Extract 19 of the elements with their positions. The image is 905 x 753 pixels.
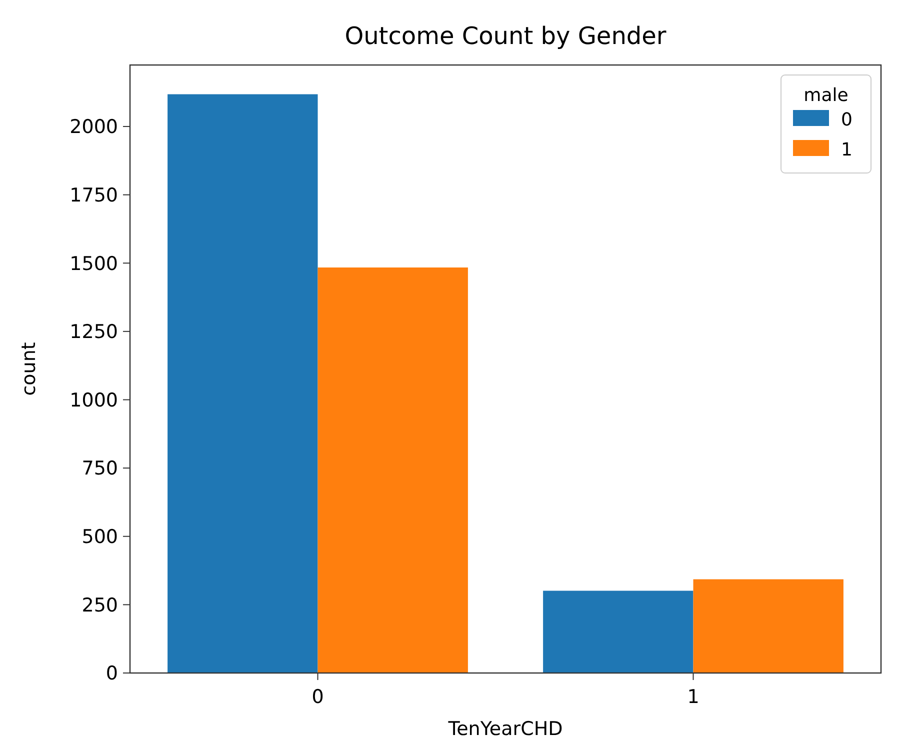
y-tick-label: 1500 xyxy=(70,252,118,275)
y-tick-label: 0 xyxy=(106,662,118,685)
y-tick-label: 1000 xyxy=(70,389,118,412)
x-axis-title: TenYearCHD xyxy=(447,718,563,740)
y-tick-label: 2000 xyxy=(70,116,118,138)
y-tick-label: 500 xyxy=(82,526,118,548)
y-tick-label: 1750 xyxy=(70,184,118,206)
y-tick-label: 750 xyxy=(82,458,118,480)
bar xyxy=(543,590,694,673)
legend-label: 0 xyxy=(841,109,852,130)
y-axis-title: count xyxy=(18,342,40,396)
bar xyxy=(168,94,318,673)
chart-title: Outcome Count by Gender xyxy=(344,22,666,50)
y-tick-label: 250 xyxy=(82,594,118,616)
legend-title: male xyxy=(804,85,848,106)
legend-label: 1 xyxy=(841,139,852,160)
bar xyxy=(693,579,844,673)
y-tick-label: 1250 xyxy=(70,321,118,344)
bar xyxy=(318,267,468,673)
